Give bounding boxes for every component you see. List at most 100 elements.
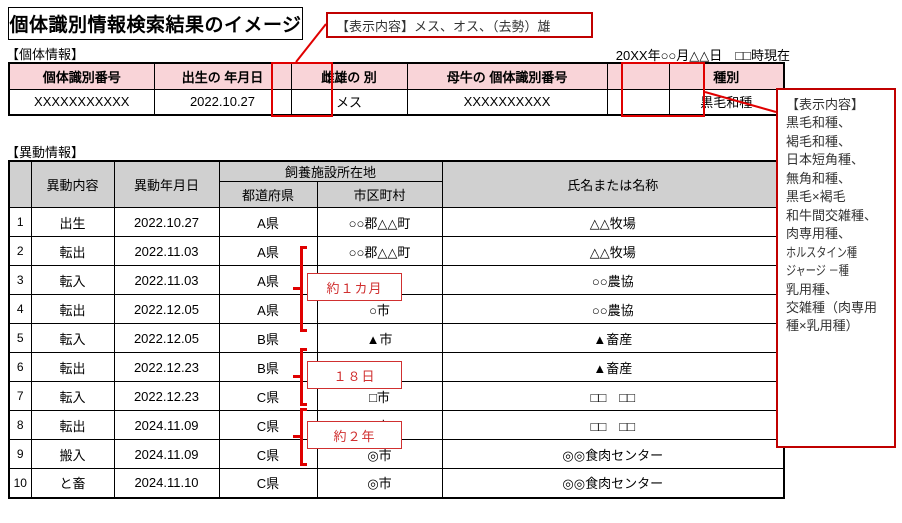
header-sex: 雌雄の 別: [290, 62, 408, 90]
cell-movement-content: 転入: [30, 265, 115, 295]
cell-row-number: 7: [8, 381, 32, 411]
bracket-tick-18days: [293, 375, 300, 378]
cell-movement-date: 2022.10.27: [113, 207, 220, 237]
cell-prefecture: A県: [218, 207, 318, 237]
cell-owner-name: △△牧場: [441, 207, 786, 237]
cell-blank: [606, 88, 670, 116]
cell-owner-name: △△牧場: [441, 236, 786, 266]
timestamp-as-of: 20XX年○○月△△日 □□時現在: [615, 48, 790, 63]
cell-movement-content: 出生: [30, 207, 115, 237]
cell-movement-content: 転出: [30, 410, 115, 440]
page-title-text: 個体識別情報検索結果のイメージ: [9, 15, 302, 36]
cell-owner-name: ▲畜産: [441, 323, 786, 353]
section-label-individual-info: 【個体情報】: [6, 47, 85, 62]
cell-movement-date: 2022.12.05: [113, 323, 220, 353]
cell-movement-content: 転入: [30, 381, 115, 411]
callout-breed-line: 和牛間交雑種、: [786, 207, 878, 223]
header-municipality: 市区町村: [316, 181, 443, 208]
cell-row-number: 5: [8, 323, 32, 353]
movement-info-table: 異動内容 異動年月日 飼養施設所在地 氏名または名称 都道府県 市区町村 1 出生…: [8, 160, 786, 499]
cell-breed: 黒毛和種: [668, 88, 786, 116]
callout-breed-line: 乳用種、: [786, 281, 839, 297]
movement-table-body: 1 出生 2022.10.27 A県 ○○郡△△町 △△牧場 2 転出 2022.11.03 A県…: [8, 207, 786, 499]
header-movement-date: 異動年月日: [113, 160, 220, 208]
cell-prefecture: C県: [218, 468, 318, 499]
cell-owner-name: ○○農協: [441, 265, 786, 295]
table-row: 10 と畜 2024.11.10 C県 ◎市 ◎◎食肉センター: [8, 468, 786, 499]
callout-breed-line: ジャージ －種: [786, 263, 849, 279]
movement-header-row-2: 都道府県 市区町村: [9, 181, 784, 208]
callout-breed-line: 交雑種（肉専用: [786, 299, 878, 315]
cell-movement-date: 2022.12.23: [113, 381, 220, 411]
cell-movement-content: と畜: [30, 468, 115, 499]
callout-breed-line: 黒毛和種、: [786, 115, 852, 131]
header-facility-location: 飼養施設所在地: [218, 160, 443, 182]
header-prefecture: 都道府県: [218, 181, 318, 208]
callout-breed-heading: 【表示内容】: [786, 97, 865, 112]
bracket-tick-1month: [293, 287, 300, 290]
cell-movement-date: 2022.11.03: [113, 236, 220, 266]
callout-breed-line: 褐毛和種、: [786, 133, 852, 149]
cell-row-number: 2: [8, 236, 32, 266]
page-title: 個体識別情報検索結果のイメージ: [8, 7, 303, 40]
cell-municipality: ○○郡△△町: [316, 207, 443, 237]
individual-data-row: XXXXXXXXXXX 2022.10.27 メス XXXXXXXXXX 黒毛和…: [8, 88, 786, 116]
bracket-period-2years: [300, 408, 307, 466]
cell-municipality: ○○郡△△町: [316, 236, 443, 266]
cell-municipality: ◎市: [316, 468, 443, 499]
callout-breed-line: 黒毛×褐毛: [786, 189, 846, 205]
cell-birth-date: 2022.10.27: [153, 88, 292, 116]
cell-row-number: 6: [8, 352, 32, 382]
cell-movement-content: 搬入: [30, 439, 115, 469]
callout-breed-line: ホルスタイン種: [786, 244, 857, 260]
cell-row-number: 8: [8, 410, 32, 440]
cell-municipality: ▲市: [316, 323, 443, 353]
cell-movement-date: 2024.11.09: [113, 410, 220, 440]
table-row: 1 出生 2022.10.27 A県 ○○郡△△町 △△牧場: [8, 207, 786, 237]
cell-row-number: 10: [8, 468, 32, 499]
header-birth-date: 出生の 年月日: [153, 62, 292, 90]
callout-breed-line: 無角和種、: [786, 170, 852, 186]
span-note-18days: １８日: [307, 361, 402, 389]
cell-owner-name: ○○農協: [441, 294, 786, 324]
movement-header-row-1: 異動内容 異動年月日 飼養施設所在地 氏名または名称: [8, 160, 786, 208]
cell-movement-content: 転入: [30, 323, 115, 353]
table-row: 9 搬入 2024.11.09 C県 ◎市 ◎◎食肉センター: [8, 439, 786, 469]
cell-movement-content: 転出: [30, 236, 115, 266]
callout-breed-list: 黒毛和種、 褐毛和種、 日本短角種、 無角和種、 黒毛×褐毛 和牛間交雑種、 肉専用種、 ホル…: [786, 114, 892, 335]
cell-owner-name: □□ □□: [441, 410, 786, 440]
cell-owner-name: □□ □□: [441, 381, 786, 411]
header-movement-content: 異動内容: [30, 160, 115, 208]
header-row-number: [8, 160, 32, 208]
cell-cattle-id: XXXXXXXXXXX: [8, 88, 155, 116]
callout-sex-values: 【表示内容】メス、オス、（去勢）雄: [326, 12, 593, 38]
individual-header-row: 個体識別番号 出生の 年月日 雌雄の 別 母牛の 個体識別番号 種別: [8, 62, 786, 90]
callout-breed-line: 肉専用種、: [786, 226, 852, 242]
cell-movement-content: 転出: [30, 352, 115, 382]
cell-movement-date: 2022.12.23: [113, 352, 220, 382]
cell-row-number: 1: [8, 207, 32, 237]
cell-owner-name: ◎◎食肉センター: [441, 439, 786, 469]
table-row: 2 転出 2022.11.03 A県 ○○郡△△町 △△牧場: [8, 236, 786, 266]
callout-breed-line: 種×乳用種）: [786, 318, 859, 334]
table-row: 5 転入 2022.12.05 B県 ▲市 ▲畜産: [8, 323, 786, 353]
bracket-period-1month: [300, 246, 307, 332]
cell-owner-name: ▲畜産: [441, 352, 786, 382]
cell-dam-id: XXXXXXXXXX: [406, 88, 608, 116]
cell-municipality: □市: [316, 381, 443, 411]
callout-sex-text: 【表示内容】メス、オス、（去勢）雄: [336, 18, 551, 34]
cell-row-number: 3: [8, 265, 32, 295]
header-cattle-id: 個体識別番号: [8, 62, 155, 90]
cell-movement-date: 2022.11.03: [113, 265, 220, 295]
span-note-1month: 約１カ月: [307, 273, 402, 301]
cell-movement-content: 転出: [30, 294, 115, 324]
cell-movement-date: 2024.11.09: [113, 439, 220, 469]
section-label-movement-info: 【異動情報】: [6, 145, 85, 160]
bracket-tick-2years: [293, 435, 300, 438]
cell-owner-name: ◎◎食肉センター: [441, 468, 786, 499]
header-dam-id: 母牛の 個体識別番号: [406, 62, 608, 90]
cell-row-number: 9: [8, 439, 32, 469]
span-note-2years: 約２年: [307, 421, 402, 449]
